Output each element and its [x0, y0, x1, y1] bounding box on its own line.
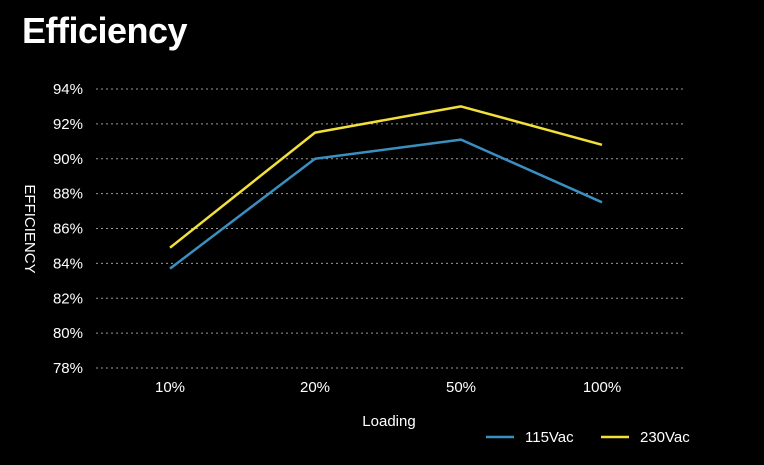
y-tick-label: 84%: [53, 255, 83, 272]
series-line-115vac: [169, 138, 603, 270]
legend: 115Vac 230Vac: [486, 429, 690, 446]
series-line-230vac: [169, 105, 603, 249]
series-lines: [169, 105, 603, 270]
y-tick-label: 86%: [53, 221, 83, 238]
y-tick-label: 94%: [53, 81, 83, 98]
x-tick-label: 50%: [446, 379, 476, 396]
x-axis-label: Loading: [362, 413, 415, 430]
grid-lines: [96, 88, 684, 369]
y-tick-label: 90%: [53, 151, 83, 168]
x-tick-labels: 10% 20% 50% 100%: [155, 379, 621, 396]
x-tick-label: 100%: [583, 379, 621, 396]
y-tick-label: 80%: [53, 325, 83, 342]
legend-label: 115Vac: [525, 429, 574, 446]
y-axis-label: EFFICIENCY: [21, 184, 38, 273]
legend-label: 230Vac: [640, 429, 690, 446]
y-tick-label: 78%: [53, 360, 83, 377]
x-tick-label: 20%: [300, 379, 330, 396]
y-tick-label: 92%: [53, 116, 83, 133]
y-tick-label: 82%: [53, 290, 83, 307]
x-tick-label: 10%: [155, 379, 185, 396]
y-tick-label: 88%: [53, 186, 83, 203]
chart-title: Efficiency: [22, 10, 188, 51]
y-tick-labels: 78% 80% 82% 84% 86% 88% 90% 92% 94%: [53, 81, 83, 377]
